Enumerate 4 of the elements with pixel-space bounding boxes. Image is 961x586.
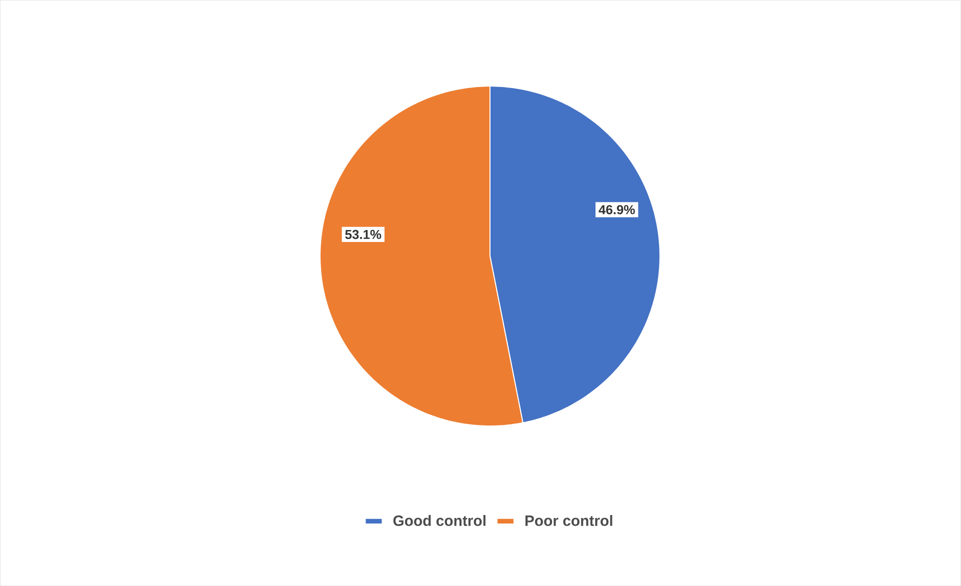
legend-label: Poor control	[525, 514, 612, 526]
data-label: 46.9%	[598, 205, 635, 214]
legend-label: Good control	[393, 514, 486, 526]
data-label: 53.1%	[345, 230, 382, 240]
